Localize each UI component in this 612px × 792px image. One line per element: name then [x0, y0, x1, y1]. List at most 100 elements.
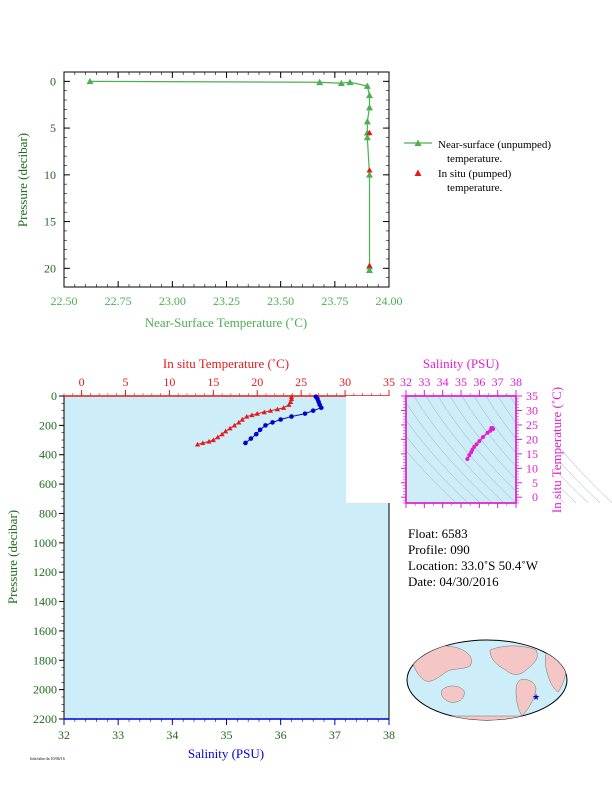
temperature-point [267, 408, 274, 413]
salinity-point [257, 427, 263, 433]
near-surface-point [316, 78, 324, 86]
main-bottom-tick-label: 37 [329, 728, 341, 742]
near-surface-point [366, 104, 373, 111]
top-x-tick-label: 22.50 [51, 294, 78, 308]
float-info: Float: 6583 Profile: 090 Location: 33.0˚… [408, 526, 538, 590]
near-surface-point [363, 82, 371, 89]
main-y-tick-label: 600 [39, 477, 57, 491]
temperature-point [215, 434, 221, 440]
profile-chart: 0 5 10 15 20 25 30 35 32 33 34 35 36 37 38 0 200 400 600… [5, 356, 395, 761]
map-antarctica [409, 715, 567, 720]
temperature-point [288, 396, 295, 402]
ts-point [485, 430, 490, 435]
top-x-tick-label: 23.25 [213, 294, 240, 308]
main-y-tick-label: 2200 [33, 712, 57, 726]
main-y-tick-label: 1000 [33, 536, 57, 550]
ts-x-tick-label: 37 [492, 375, 504, 389]
top-y-tick-label: 5 [50, 121, 56, 135]
near-surface-point [337, 79, 345, 87]
ts-point [470, 447, 475, 452]
main-y-tick-label: 400 [39, 448, 57, 462]
ts-y-tick-label: 0 [532, 490, 538, 504]
world-map: ★ [406, 639, 568, 721]
temperature-point [194, 441, 201, 447]
main-top-tick-label: 15 [207, 375, 219, 389]
main-y-tick-label: 1200 [33, 565, 57, 579]
temperature-point [274, 406, 281, 412]
salinity-point [270, 420, 275, 425]
temperature-point [200, 440, 206, 446]
main-series [194, 394, 324, 447]
temperature-point [288, 399, 294, 404]
near-surface-chart: 22.50 22.75 23.00 23.25 23.50 23.75 24.00 0 5 10… [15, 71, 551, 330]
top-x-tick-label: 23.50 [267, 294, 294, 308]
ts-y-tick-label: 30 [526, 403, 538, 417]
legend-label-in-situ-2: temperature. [447, 182, 503, 194]
ts-y-tick-label: 35 [526, 389, 538, 403]
main-y-tick-label: 200 [39, 418, 57, 432]
ts-point [472, 444, 477, 449]
top-x-tick-label: 23.75 [321, 294, 348, 308]
ts-mask-right [517, 396, 557, 503]
legend-label-near-surface-1: Near-surface (unpumped) [438, 139, 551, 151]
top-series [86, 77, 373, 273]
ts-point [477, 439, 482, 444]
near-surface-point [366, 266, 373, 273]
main-top-tick-label: 35 [383, 375, 395, 389]
temperature-point [244, 413, 250, 419]
temperature-point [219, 431, 225, 437]
ts-x-tick-label: 32 [400, 375, 412, 389]
salinity-point [253, 431, 259, 437]
main-y-tick-label: 1600 [33, 624, 57, 638]
main-top-axis-title: In situ Temperature (˚C) [163, 356, 289, 371]
profile-date: Date: 04/30/2016 [408, 574, 499, 589]
ts-y-tick-label: 25 [526, 418, 538, 432]
footer-stamp: fidx/tabu-4a 10/06/16 [30, 756, 65, 761]
top-y-tick-label: 0 [50, 74, 56, 88]
salinity-point [289, 414, 294, 419]
top-y-tick-label: 10 [44, 168, 56, 182]
main-bottom-tick-label: 36 [275, 728, 287, 742]
near-surface-point [86, 77, 94, 85]
near-surface-point [363, 118, 371, 125]
ts-x-tick-label: 34 [437, 375, 449, 389]
density-contour [401, 395, 493, 504]
top-legend: Near-surface (unpumped) temperature. In … [404, 139, 551, 194]
main-bottom-tick-label: 38 [383, 728, 395, 742]
salinity-point [318, 405, 324, 411]
ts-y-tick-label: 5 [532, 476, 538, 490]
salinity-point [263, 423, 268, 428]
ts-point [474, 442, 479, 447]
main-y-tick-label: 1800 [33, 653, 57, 667]
legend-marker-in-situ [414, 169, 422, 176]
temperature-point [280, 405, 287, 410]
temperature-point [223, 428, 229, 434]
main-y-tick-label: 1400 [33, 595, 57, 609]
legend-label-in-situ-1: In situ (pumped) [438, 168, 512, 180]
salinity-point [310, 408, 316, 413]
profile-number: Profile: 090 [408, 542, 470, 557]
temperature-point [239, 416, 245, 422]
main-bottom-axis-label: Salinity (PSU) [188, 746, 264, 761]
ts-x-tick-label: 35 [455, 375, 467, 389]
top-y-ticks: 0 5 10 15 20 [44, 71, 389, 288]
main-bottom-tick-label: 34 [166, 728, 178, 742]
top-x-tick-label: 23.00 [159, 294, 186, 308]
ts-x-tick-label: 33 [418, 375, 430, 389]
ts-x-tick-label: 36 [473, 375, 485, 389]
float-id: Float: 6583 [408, 526, 468, 541]
ts-x-tick-label: 38 [510, 375, 522, 389]
legend-marker-near-surface [414, 139, 422, 146]
ts-point [481, 435, 485, 440]
main-y-tick-label: 800 [39, 506, 57, 520]
main-y-axis-label: Pressure (decibar) [5, 510, 20, 604]
temperature-point [206, 438, 212, 444]
density-contour [425, 395, 517, 504]
ts-point [465, 457, 470, 462]
temperature-point [261, 409, 267, 415]
main-top-ticks: 0 5 10 15 20 25 30 35 [63, 375, 395, 396]
temperature-point [286, 402, 292, 407]
in-situ-point [366, 262, 373, 268]
salinity-point [243, 440, 248, 446]
